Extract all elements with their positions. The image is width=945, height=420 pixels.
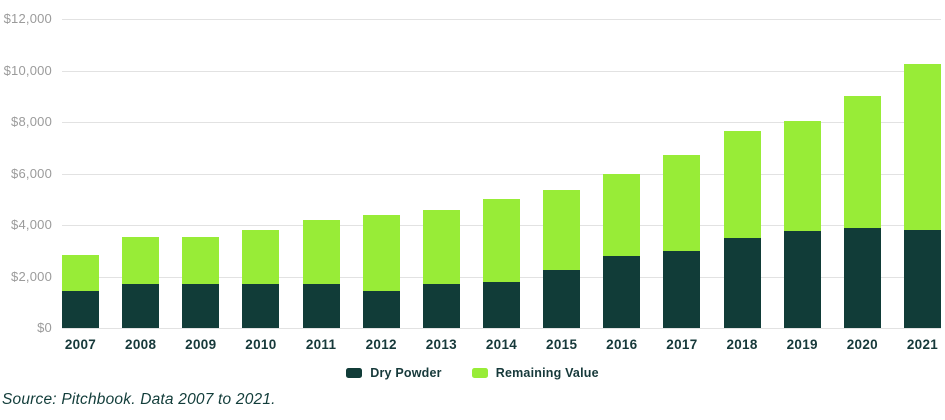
x-axis-tick-label: 2011	[305, 337, 337, 352]
gridline	[62, 173, 941, 175]
y-axis-tick-label: $4,000	[11, 217, 52, 232]
bar-2015-remaining-value-segment[interactable]	[543, 190, 581, 271]
x-axis-tick-label: 2008	[125, 337, 157, 352]
bar-2007[interactable]	[62, 254, 99, 328]
bar-2020-remaining-value-segment[interactable]	[843, 96, 881, 228]
gridline	[62, 328, 941, 329]
y-axis-tick-label: $0	[37, 320, 52, 335]
bar-2015-dry-powder-segment[interactable]	[543, 270, 581, 328]
dry-powder-swatch-icon	[346, 368, 363, 378]
bar-2012-dry-powder-segment[interactable]	[362, 290, 400, 328]
bar-2011-remaining-value-segment[interactable]	[302, 219, 340, 285]
y-axis-tick-label: $12,000	[3, 11, 52, 26]
bar-2020-dry-powder-segment[interactable]	[843, 227, 881, 328]
bar-2011-dry-powder-segment[interactable]	[302, 284, 340, 328]
bar-2009-remaining-value-segment[interactable]	[182, 236, 220, 285]
bar-2017-dry-powder-segment[interactable]	[663, 250, 701, 328]
legend-item-dry-powder[interactable]: Dry Powder	[346, 366, 442, 380]
bar-2018-remaining-value-segment[interactable]	[723, 131, 761, 238]
x-axis-tick-label: 2015	[546, 337, 578, 352]
bar-2017-remaining-value-segment[interactable]	[663, 155, 701, 251]
x-axis-tick-label: 2010	[245, 337, 277, 352]
bar-2010[interactable]	[242, 230, 280, 328]
bar-2016-remaining-value-segment[interactable]	[603, 173, 641, 256]
bar-2009[interactable]	[182, 236, 220, 328]
bar-2016-dry-powder-segment[interactable]	[603, 255, 641, 328]
bar-2013-remaining-value-segment[interactable]	[422, 209, 460, 285]
source-note: Source: Pitchbook. Data 2007 to 2021.	[2, 391, 276, 408]
gridline	[62, 19, 941, 20]
bar-2017[interactable]	[663, 155, 701, 328]
bar-2008-dry-powder-segment[interactable]	[122, 284, 160, 328]
remaining-value-swatch-icon	[471, 368, 488, 378]
bar-2007-dry-powder-segment[interactable]	[62, 290, 99, 328]
bar-2008[interactable]	[122, 236, 160, 328]
bar-2008-remaining-value-segment[interactable]	[122, 236, 160, 285]
x-axis-tick-label: 2018	[726, 337, 758, 352]
legend: Dry Powder Remaining Value	[0, 366, 945, 380]
legend-item-remaining-value[interactable]: Remaining Value	[471, 366, 599, 380]
x-axis-tick-label: 2021	[906, 337, 939, 352]
y-axis-tick-label: $10,000	[3, 62, 52, 78]
x-axis-tick-label: 2013	[425, 337, 457, 352]
bar-2018-dry-powder-segment[interactable]	[723, 237, 761, 328]
bar-2021-dry-powder-segment[interactable]	[904, 230, 941, 328]
x-axis-tick-label: 2020	[846, 337, 878, 352]
legend-label-dry-powder: Dry Powder	[370, 366, 442, 380]
bar-2012-remaining-value-segment[interactable]	[362, 214, 400, 291]
x-axis-tick-label: 2009	[185, 337, 217, 352]
bar-2010-dry-powder-segment[interactable]	[242, 284, 280, 328]
bar-2019-dry-powder-segment[interactable]	[783, 231, 821, 328]
bar-2009-dry-powder-segment[interactable]	[182, 284, 220, 328]
bar-2014-dry-powder-segment[interactable]	[483, 281, 520, 328]
y-axis-tick-label: $6,000	[11, 165, 52, 181]
bar-2021[interactable]	[904, 64, 941, 328]
gridline	[62, 122, 941, 123]
x-axis-tick-label: 2012	[365, 337, 397, 352]
bar-2020[interactable]	[843, 96, 881, 328]
bar-2007-remaining-value-segment[interactable]	[62, 254, 99, 291]
x-axis-tick-label: 2007	[64, 337, 97, 352]
bar-2014[interactable]	[483, 199, 520, 328]
x-axis-tick-label: 2014	[485, 337, 518, 352]
x-axis-tick-label: 2017	[666, 337, 698, 352]
x-axis-tick-label: 2016	[606, 337, 638, 352]
bar-2013-dry-powder-segment[interactable]	[422, 284, 460, 328]
legend-label-remaining-value: Remaining Value	[495, 366, 599, 380]
bar-2014-remaining-value-segment[interactable]	[483, 199, 520, 282]
bar-2019[interactable]	[783, 120, 821, 328]
bar-2012[interactable]	[362, 214, 400, 328]
x-axis-tick-label: 2019	[786, 337, 818, 352]
bar-2016[interactable]	[603, 173, 641, 329]
bar-2018[interactable]	[723, 131, 761, 328]
y-axis-tick-label: $2,000	[11, 268, 52, 284]
gridline	[62, 70, 941, 72]
bar-2013[interactable]	[422, 209, 460, 328]
bar-2010-remaining-value-segment[interactable]	[242, 230, 280, 285]
bar-2015[interactable]	[543, 190, 581, 328]
bar-2021-remaining-value-segment[interactable]	[904, 64, 941, 231]
y-axis-tick-label: $8,000	[11, 114, 52, 129]
bar-2019-remaining-value-segment[interactable]	[783, 120, 821, 232]
bar-2011[interactable]	[302, 219, 340, 328]
